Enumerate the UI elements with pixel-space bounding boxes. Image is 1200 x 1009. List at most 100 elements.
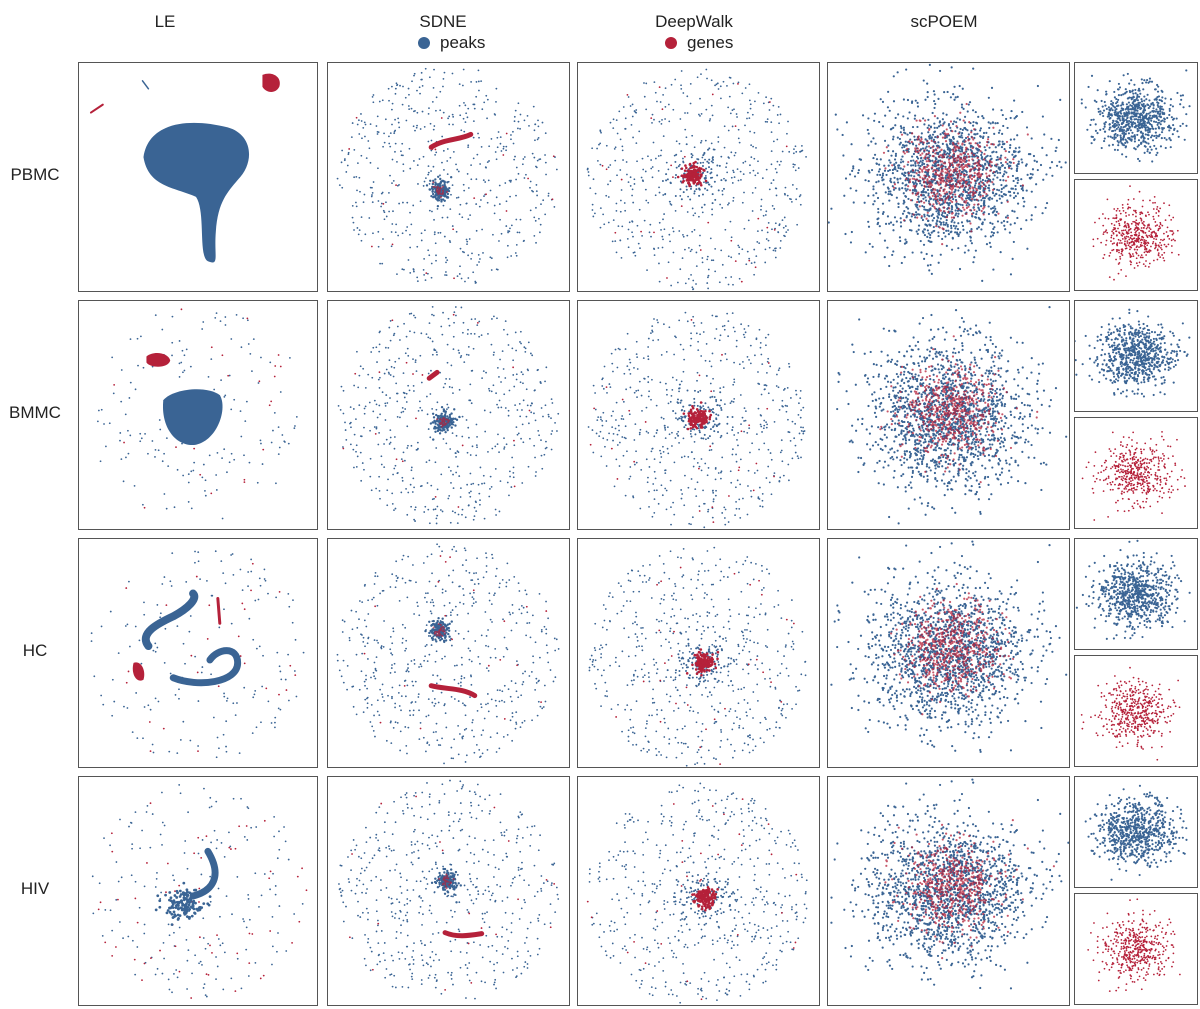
peaks-point [129,381,132,384]
peaks-point [998,143,1001,146]
peaks-point [870,140,873,143]
peaks-point [612,127,615,130]
peaks-point [293,427,296,430]
peaks-point [416,245,419,248]
peaks-point [1118,123,1121,126]
peaks-point [735,113,738,115]
peaks-point [709,176,712,179]
genes-point [1112,228,1115,231]
peaks-point [507,231,509,234]
genes-point [918,149,921,152]
peaks-point [216,451,219,454]
peaks-point [966,201,969,205]
genes-point [1110,236,1113,239]
row-label-hiv: HIV [0,879,70,899]
peaks-point [662,218,664,221]
peaks-point [619,169,622,171]
peaks-point [626,237,629,240]
peaks-point [699,97,701,100]
peaks-point [141,503,144,506]
peaks-point [435,254,437,257]
peaks-point [223,448,226,451]
peaks-point [700,140,703,142]
peaks-point [624,117,627,120]
peaks-point [843,194,846,197]
genes-point [694,178,698,182]
peaks-point [736,116,738,118]
genes-point [434,185,437,188]
peaks-point [490,138,493,140]
peaks-point [695,188,698,191]
peaks-point [493,113,496,115]
peaks-point [945,219,948,222]
genes-point [1138,232,1141,234]
peaks-point [1149,111,1152,114]
peaks-point [396,273,398,276]
peaks-point [181,349,184,352]
peaks-point [660,149,663,152]
genes-point [1120,242,1123,244]
genes-point [785,145,788,148]
peaks-point [1139,116,1142,119]
peaks-point [784,186,787,189]
peaks-point [909,159,913,162]
peaks-point [414,129,416,132]
peaks-point [1096,89,1099,92]
peaks-point [728,95,731,98]
genes-point [949,169,952,172]
peaks-point [243,454,245,457]
peaks-point [619,138,622,141]
peaks-point [1094,123,1097,126]
peaks-point [786,132,788,135]
peaks-point [748,117,751,120]
genes-point [1005,140,1009,143]
peaks-point [920,132,923,135]
peaks-point [945,221,948,225]
peaks-point [1135,103,1138,106]
peaks-point [979,127,983,130]
peaks-point [423,273,426,276]
peaks-point [347,151,350,154]
peaks-point [1000,190,1003,193]
peaks-point [402,201,404,204]
peaks-point [876,196,880,200]
peaks-point [488,160,490,162]
genes-point [1126,242,1129,244]
peaks-point [1133,137,1136,140]
peaks-point [950,140,953,143]
peaks-point [774,256,777,259]
genes-point [981,194,984,197]
peaks-point [1001,143,1005,146]
peaks-point [751,191,754,194]
genes-point [903,165,906,168]
genes-point [1138,190,1141,193]
peaks-point [943,130,946,133]
peaks-point [1009,143,1012,147]
genes-point [699,173,702,176]
peaks-point [711,213,714,216]
peaks-point [490,269,493,271]
peaks-point [732,171,735,174]
peaks-point [987,96,990,99]
genes-point [1157,254,1160,257]
peaks-point [413,72,416,75]
peaks-point [428,76,431,79]
peaks-point [680,150,683,153]
genes-point [1133,248,1136,251]
peaks-point [413,270,415,273]
peaks-point [1158,133,1161,136]
genes-point [1131,253,1134,255]
peaks-point [158,419,161,421]
peaks-point [364,135,366,138]
genes-point [943,132,947,135]
peaks-point [1130,111,1133,114]
genes-point [967,153,970,156]
genes-point [947,179,950,182]
peaks-point [879,173,882,177]
peaks-point [911,171,915,174]
peaks-point [972,206,975,209]
peaks-point [1016,176,1019,180]
genes-point [1127,223,1130,226]
peaks-point [927,200,931,203]
peaks-point [358,229,361,232]
